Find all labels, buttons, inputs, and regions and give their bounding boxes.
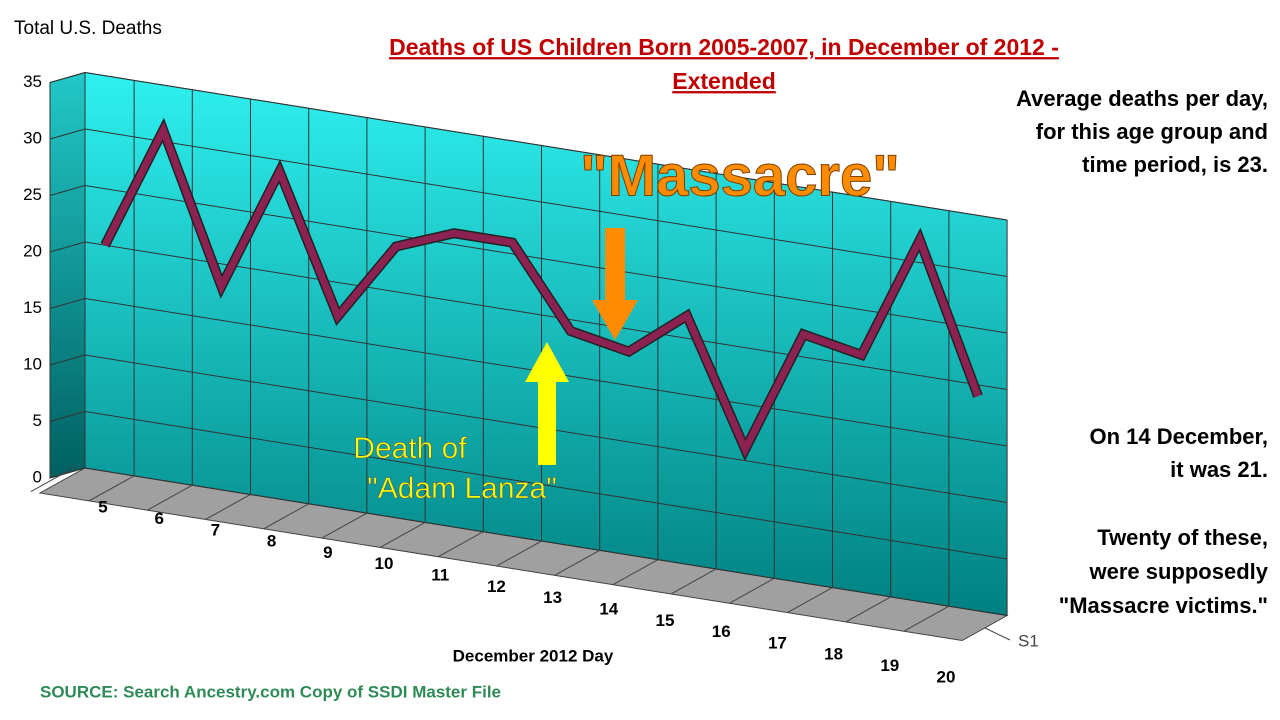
floor-line — [612, 559, 659, 586]
grid-line — [84, 72, 1008, 221]
floor-line — [496, 540, 542, 567]
y-tick — [49, 411, 86, 422]
grid-line — [84, 128, 1008, 278]
y-tick — [49, 128, 86, 140]
victims-note: Twenty of these, — [1097, 525, 1268, 550]
dec14-note: On 14 December, — [1089, 424, 1268, 449]
series-line — [101, 121, 982, 458]
massacre-label: "Massacre" — [580, 143, 899, 208]
floor-line — [554, 549, 600, 576]
y-tick — [49, 185, 86, 196]
legend-label: S1 — [1018, 631, 1039, 650]
chart-title: Extended — [672, 68, 776, 94]
x-tick-label: 15 — [656, 611, 675, 630]
x-tick-label: 13 — [543, 588, 562, 607]
y-tick — [49, 241, 86, 253]
chart-title: Deaths of US Children Born 2005-2007, in… — [389, 34, 1059, 60]
floor-line — [88, 475, 135, 502]
floor-line — [438, 531, 484, 558]
x-tick-label: 12 — [487, 577, 506, 596]
y-tick — [49, 467, 86, 479]
source: SOURCE: Search Ancestry.com Copy of SSDI… — [40, 682, 501, 701]
floor-line — [263, 503, 309, 530]
floor-line — [787, 587, 833, 614]
floor-line — [379, 521, 426, 548]
lanza-label: Death of — [353, 432, 467, 465]
lanza-label: "Adam Lanza" — [367, 472, 557, 505]
x-tick-label: 7 — [211, 520, 220, 539]
x-tick-label: 14 — [599, 599, 618, 618]
side-wall — [49, 71, 86, 479]
x-tick-label: 6 — [154, 509, 163, 528]
floor-line — [903, 605, 950, 632]
x-tick-label: 19 — [880, 656, 899, 675]
y-tick — [49, 298, 86, 309]
y-tick-label: 35 — [23, 72, 42, 91]
grid-line — [84, 241, 1008, 391]
floor-line — [205, 494, 251, 520]
victims-note: "Massacre victims." — [1059, 593, 1268, 618]
y-tick — [49, 72, 86, 83]
y-tick-label: 15 — [23, 298, 42, 317]
x-axis-title: December 2012 Day — [453, 646, 614, 665]
average-note: Average deaths per day, — [1016, 86, 1268, 111]
y-tick-label: 5 — [33, 411, 42, 430]
floor-line — [321, 512, 368, 539]
grid-line — [84, 185, 1008, 334]
massacre-arrow — [592, 228, 638, 340]
x-tick-label: 16 — [712, 622, 731, 641]
lanza-arrow — [525, 342, 569, 465]
floor-line — [845, 596, 891, 623]
y-tick-label: 30 — [23, 128, 42, 147]
x-tick-label: 8 — [267, 532, 276, 551]
y-axis-title: Total U.S. Deaths — [14, 18, 162, 39]
x-tick-label: 17 — [768, 633, 787, 652]
x-tick-label: 10 — [375, 554, 394, 573]
floor-line — [147, 484, 193, 511]
annotations: 0 5 10 15 20 25 30 35 5 6 7 8 9 10 11 12 13 14 15 16 17 18 19 2… — [14, 18, 1269, 701]
legend-tick — [984, 627, 1011, 641]
x-tick-label: 18 — [824, 645, 843, 664]
y-tick-label: 10 — [23, 354, 42, 373]
y-tick — [49, 354, 86, 366]
y-tick-label: 25 — [23, 185, 42, 204]
x-tick-label: 5 — [98, 498, 107, 517]
floor-line — [729, 577, 775, 604]
floor-line — [670, 568, 717, 595]
average-note: for this age group and — [1036, 119, 1268, 144]
dec14-note: it was 21. — [1170, 457, 1268, 482]
floor-line — [30, 466, 77, 492]
y-tick-label: 20 — [23, 241, 42, 260]
x-tick-label: 20 — [937, 667, 956, 686]
x-tick-label: 9 — [323, 543, 332, 562]
grid-line — [84, 411, 1008, 560]
grid-line — [84, 467, 1008, 617]
victims-note: were supposedly — [1088, 559, 1268, 584]
average-note: time period, is 23. — [1082, 152, 1268, 177]
y-tick-label: 0 — [33, 467, 42, 486]
x-tick-label: 11 — [431, 566, 449, 585]
